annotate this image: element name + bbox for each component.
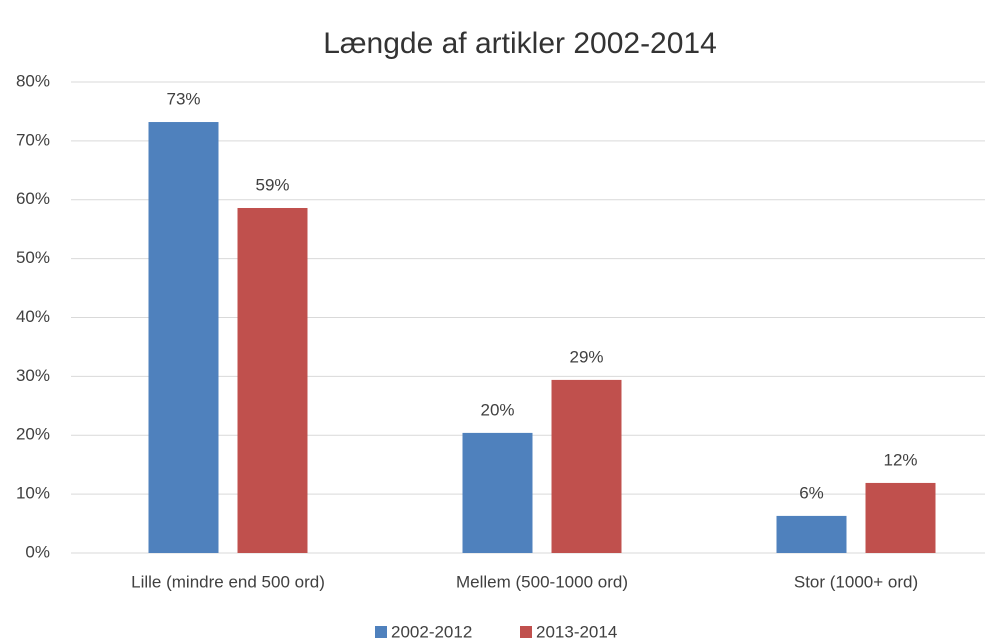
y-tick-label: 20%: [16, 425, 50, 444]
y-tick-label: 50%: [16, 248, 50, 267]
y-tick-label: 10%: [16, 484, 50, 503]
legend-swatch: [520, 626, 532, 638]
y-tick-label: 60%: [16, 189, 50, 208]
x-tick-label: Lille (mindre end 500 ord): [131, 572, 325, 591]
bar: [462, 432, 533, 553]
chart-title: Længde af artikler 2002-2014: [323, 27, 717, 60]
bar: [865, 482, 936, 553]
y-tick-label: 30%: [16, 366, 50, 385]
y-tick-label: 0%: [25, 542, 50, 561]
x-tick-label: Stor (1000+ ord): [794, 572, 918, 591]
x-tick-label: Mellem (500-1000 ord): [456, 572, 628, 591]
legend-swatch: [375, 626, 387, 638]
legend-label: 2013-2014: [536, 622, 617, 641]
bar: [237, 207, 308, 553]
y-tick-label: 70%: [16, 130, 50, 149]
data-label: 29%: [569, 347, 603, 366]
data-label: 73%: [166, 90, 200, 109]
y-tick-label: 40%: [16, 307, 50, 326]
data-label: 6%: [799, 483, 824, 502]
data-label: 12%: [883, 450, 917, 469]
y-tick-label: 80%: [16, 71, 50, 90]
bar: [551, 379, 622, 553]
data-label: 20%: [480, 400, 514, 419]
bar: [776, 515, 847, 553]
data-label: 59%: [255, 175, 289, 194]
bar: [148, 122, 219, 553]
legend-label: 2002-2012: [391, 622, 472, 641]
